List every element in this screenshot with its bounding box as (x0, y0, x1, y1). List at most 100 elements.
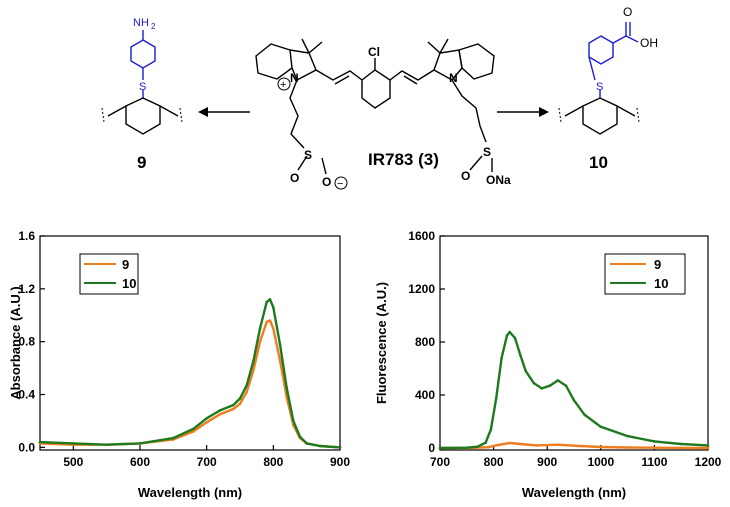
absorbance-data-point-10 (205, 417, 208, 420)
absorbance-data-point-9 (268, 319, 272, 322)
absorbance-data-point-9 (258, 340, 262, 344)
ir783-structure (255, 38, 495, 175)
absorbance-data-point-10 (245, 384, 248, 387)
fluorescence-data-point-10 (599, 425, 603, 429)
sodium-sulfonate-label: ONa (486, 173, 511, 187)
fluorescence-data-point-9 (653, 446, 656, 450)
absorbance-data-point-10 (238, 397, 242, 400)
fluorescence-data-point-10 (465, 446, 469, 450)
absorbance-x-tick-label: 500 (63, 455, 83, 469)
right-reaction-arrow (497, 107, 549, 117)
carbonyl-oxygen: O (623, 5, 632, 19)
fluorescence-x-axis-title: Wavelength (nm) (522, 485, 626, 500)
fluorescence-data-point-9 (519, 442, 522, 446)
absorbance-x-axis-title: Wavelength (nm) (138, 485, 242, 500)
absorbance-data-point-10 (318, 444, 322, 448)
fluorescence-data-point-10 (489, 428, 493, 431)
compound-9-structure (101, 30, 183, 135)
absorbance-series (38, 298, 342, 449)
right-polymethine (389, 69, 435, 81)
chlorine-atom: Cl (368, 45, 380, 59)
absorbance-x-tick-label: 800 (263, 455, 283, 469)
legend-label-10: 10 (122, 276, 136, 291)
fluorescence-data-point-10 (484, 441, 487, 445)
fluorescence-y-axis-title: Fluorescence (A.U.) (374, 282, 389, 404)
fluorescence-data-point-9 (508, 441, 512, 445)
compound-10-sulfur: S (596, 81, 603, 93)
right-sulfobutyl-chain (451, 79, 487, 143)
fluorescence-data-point-9 (535, 444, 538, 447)
fluorescence-data-point-10 (508, 330, 512, 334)
fluorescence-data-point-9 (486, 445, 490, 449)
fluorescence-x-tick-label: 800 (484, 455, 504, 469)
absorbance-x-tick-label: 700 (197, 455, 217, 469)
fluorescence-series (438, 330, 710, 450)
fluorescence-chart: 700 800 900 1000 1100 1200 0 400 800 1200 1600 Wav… (374, 229, 722, 500)
fluorescence-data-point-10 (583, 413, 586, 417)
fluorescence-data-point-10 (626, 434, 629, 438)
fluorescence-data-point-10 (653, 440, 656, 443)
fluorescence-data-point-9 (497, 443, 501, 447)
compound-9-number: 9 (137, 153, 146, 172)
left-gem-methyl-2 (308, 41, 323, 54)
absorbance-data-point-10 (258, 327, 262, 330)
absorbance-chart: 500 600 700 800 900 0.0 0.4 0.8 1.2 1.6 Wavelengt… (8, 229, 350, 500)
fluorescence-data-point-9 (599, 445, 603, 449)
fluorescence-x-tick-label: 900 (537, 455, 557, 469)
compound-10-structure (558, 22, 640, 135)
fluorescence-data-point-10 (548, 384, 552, 388)
absorbance-data-point-9 (205, 421, 208, 424)
left-oxygen-minus-atom: O (322, 175, 331, 189)
absorbance-data-point-10 (292, 419, 295, 423)
absorbance-ticks: 500 600 700 800 900 0.0 0.4 0.8 1.2 1.6 (18, 229, 350, 469)
amine-subscript: 2 (151, 22, 156, 31)
absorbance-data-point-10 (305, 442, 309, 445)
absorbance-data-point-10 (218, 409, 222, 412)
absorbance-data-point-9 (278, 358, 282, 362)
left-double-bond (334, 75, 350, 85)
absorbance-y-tick-label: 1.6 (18, 229, 35, 243)
plus-charge-sign: + (280, 79, 286, 91)
right-gem-methyl-1 (427, 41, 441, 54)
fluorescence-data-point-10 (476, 445, 479, 449)
left-gem-methyl-1 (301, 38, 310, 54)
absorbance-y-tick-label: 0.8 (18, 335, 35, 349)
absorbance-data-point-10 (272, 306, 275, 309)
absorbance-data-point-9 (245, 390, 248, 394)
cyclohexene-ring (361, 69, 391, 109)
fluorescence-data-point-10 (532, 381, 536, 385)
hydroxyl-label: OH (640, 36, 658, 50)
fluorescence-data-point-9 (556, 443, 560, 447)
fluorescence-plot-frame (439, 235, 709, 451)
legend-label-9-fluor: 9 (654, 257, 661, 272)
fluorescence-data-point-10 (513, 336, 517, 340)
absorbance-data-point-10 (72, 442, 75, 445)
fluorescence-data-point-10 (572, 399, 576, 402)
absorbance-data-point-9 (192, 430, 195, 433)
left-reaction-arrow (198, 107, 250, 117)
fluorescence-data-point-10 (679, 442, 683, 446)
right-oxygen-atom: O (461, 169, 470, 183)
fluorescence-x-tick-label: 1200 (695, 455, 722, 469)
absorbance-data-point-10 (298, 435, 302, 439)
right-five-ring (433, 49, 463, 81)
absorbance-data-point-9 (218, 413, 222, 416)
absorbance-data-point-10 (138, 442, 142, 445)
minus-charge-circle (334, 176, 348, 190)
absorbance-data-point-10 (268, 298, 272, 301)
absorbance-data-point-10 (285, 386, 289, 390)
absorbance-data-point-9 (232, 407, 235, 411)
absorbance-legend: 9 10 (79, 253, 139, 295)
fluorescence-y-tick-label: 1600 (408, 229, 435, 243)
fluorescence-legend: 9 10 (604, 253, 686, 295)
absorbance-x-tick-label: 900 (330, 455, 350, 469)
fluorescence-x-tick-label: 1100 (641, 455, 667, 469)
fluorescence-y-tick-label: 800 (415, 335, 435, 349)
fluorescence-data-point-9 (679, 446, 683, 450)
absorbance-legend-box (79, 253, 139, 295)
absorbance-data-point-10 (192, 427, 195, 431)
compound-9-sulfur: S (139, 81, 146, 93)
reaction-scheme: Cl N + N S O O − S O ONa IR783 (3) (101, 5, 658, 190)
absorbance-data-point-9 (265, 320, 269, 324)
